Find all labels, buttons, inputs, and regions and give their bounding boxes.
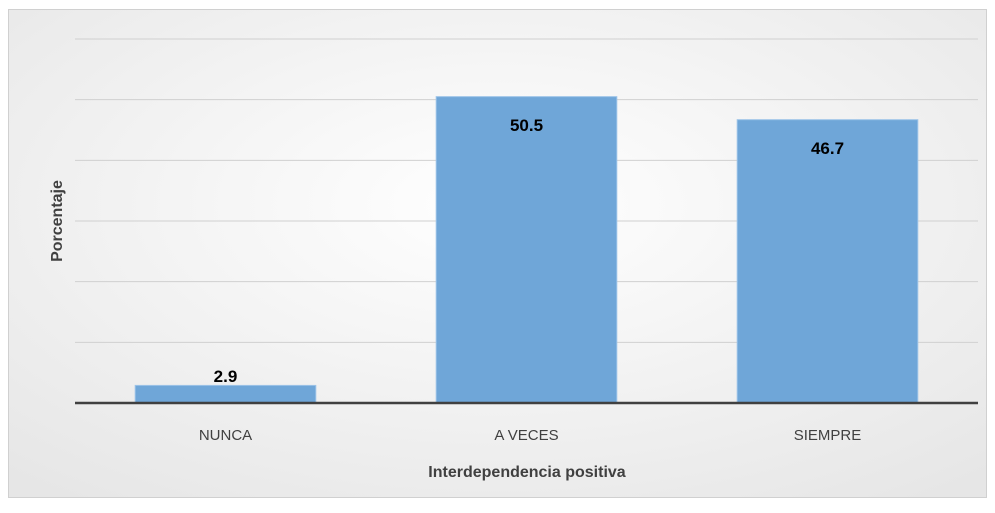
data-label: 50.5 [510, 116, 543, 135]
x-tick-label: A VECES [494, 427, 558, 444]
x-tick-label: SIEMPRE [794, 427, 862, 444]
x-tick-label: NUNCA [199, 427, 252, 444]
data-label: 2.9 [214, 367, 238, 386]
y-axis-title: Porcentaje [49, 180, 66, 262]
data-label: 46.7 [811, 139, 844, 158]
x-axis-title: Interdependencia positiva [428, 464, 625, 481]
bar [134, 384, 317, 404]
bar [736, 119, 919, 404]
bar [435, 96, 618, 404]
